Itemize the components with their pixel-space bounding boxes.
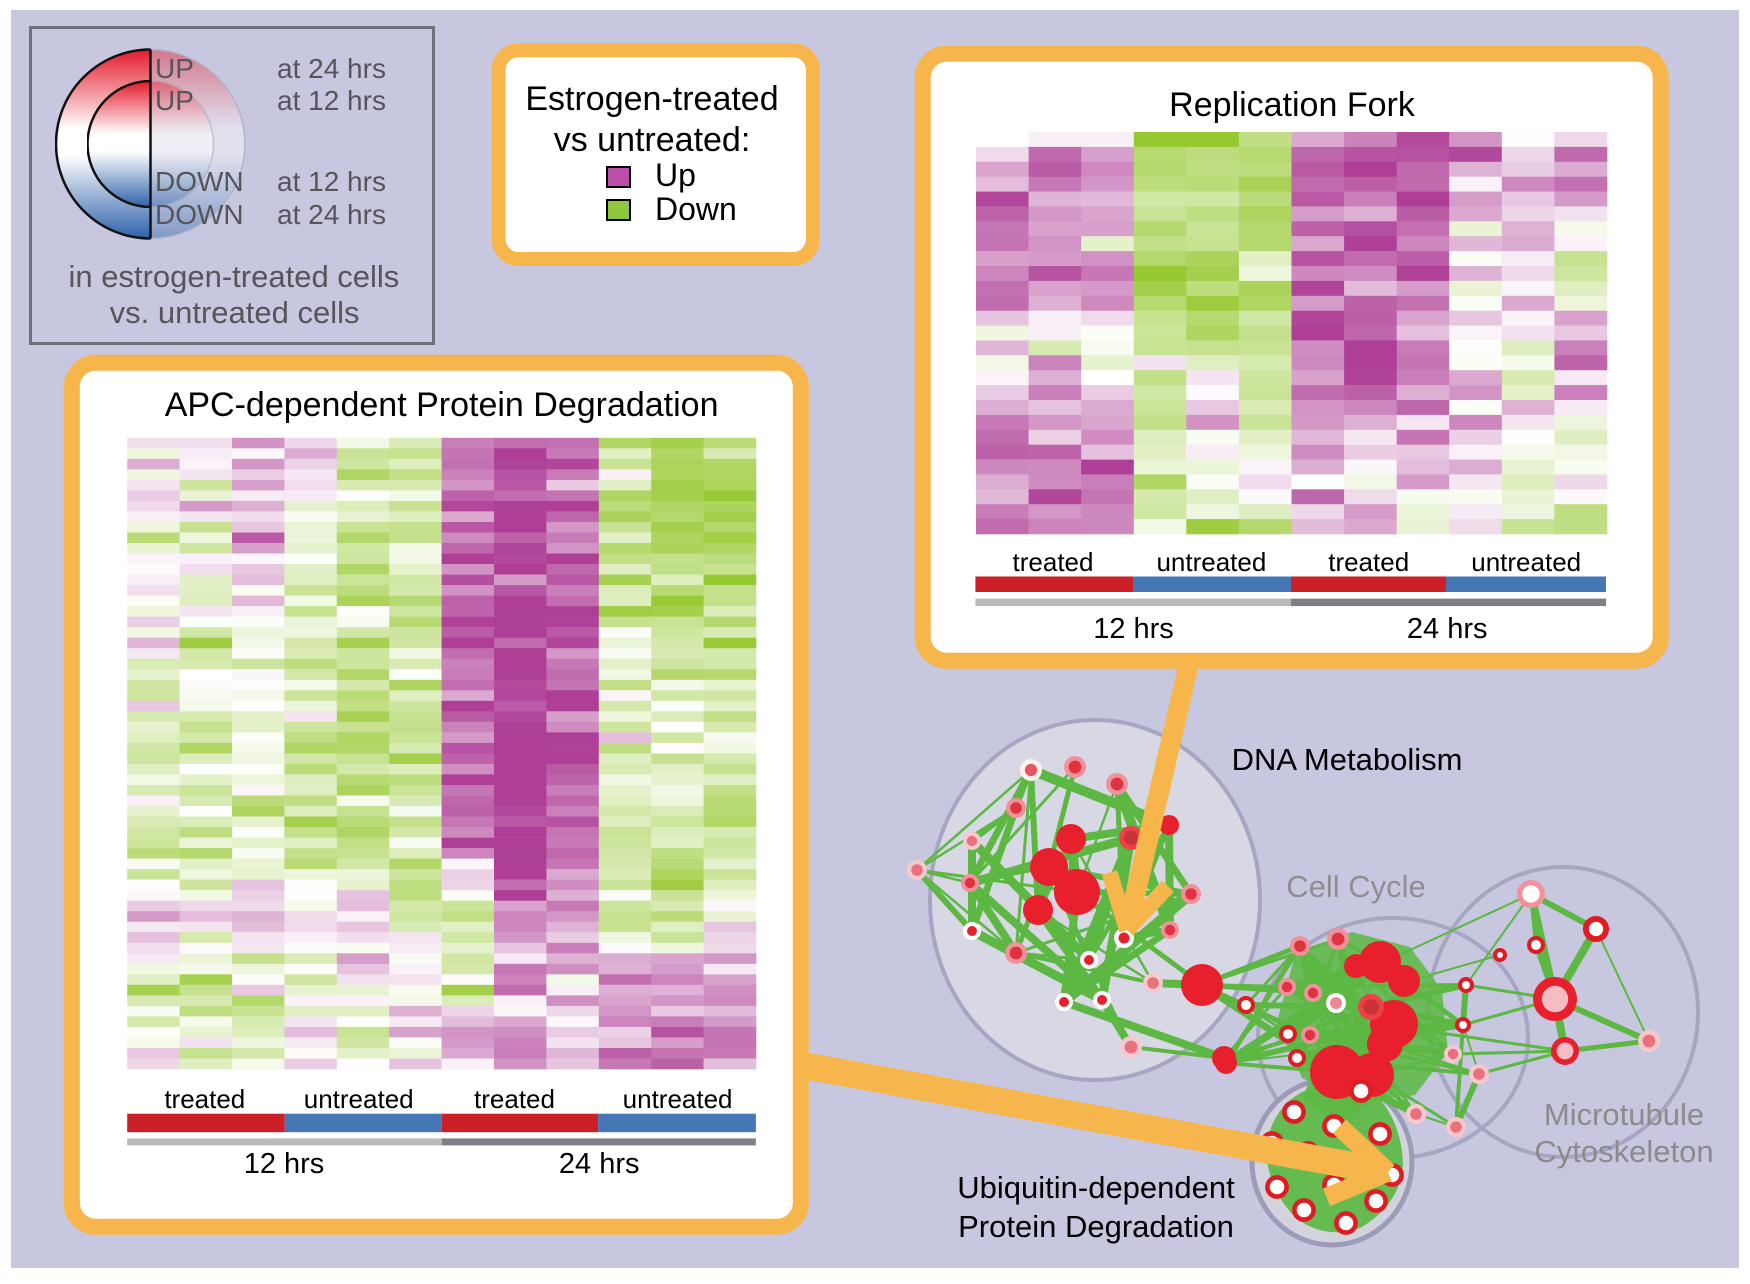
svg-text:Ubiquitin-dependent: Ubiquitin-dependent bbox=[957, 1170, 1235, 1205]
svg-text:APC-dependent Protein Degradat: APC-dependent Protein Degradation bbox=[165, 386, 719, 424]
svg-text:UP: UP bbox=[155, 85, 194, 116]
svg-text:treated: treated bbox=[1328, 547, 1409, 577]
svg-text:Protein Degradation: Protein Degradation bbox=[958, 1209, 1234, 1244]
svg-text:in estrogen-treated cells: in estrogen-treated cells bbox=[68, 259, 399, 294]
svg-text:treated: treated bbox=[474, 1084, 555, 1114]
svg-text:untreated: untreated bbox=[623, 1084, 733, 1114]
svg-text:12 hrs: 12 hrs bbox=[244, 1148, 325, 1180]
svg-text:Down: Down bbox=[655, 191, 737, 227]
svg-text:at 12 hrs: at 12 hrs bbox=[277, 85, 386, 116]
svg-text:at 24 hrs: at 24 hrs bbox=[277, 199, 386, 230]
svg-text:24 hrs: 24 hrs bbox=[1407, 613, 1488, 645]
svg-text:vs. untreated cells: vs. untreated cells bbox=[110, 295, 360, 330]
svg-text:at 24 hrs: at 24 hrs bbox=[277, 53, 386, 84]
svg-text:UP: UP bbox=[155, 53, 194, 84]
svg-text:untreated: untreated bbox=[1156, 547, 1266, 577]
svg-text:treated: treated bbox=[1013, 547, 1094, 577]
svg-text:vs untreated:: vs untreated: bbox=[554, 121, 751, 159]
svg-text:12 hrs: 12 hrs bbox=[1093, 613, 1174, 645]
svg-text:untreated: untreated bbox=[1471, 547, 1581, 577]
svg-text:Replication Fork: Replication Fork bbox=[1169, 86, 1416, 124]
svg-text:DOWN: DOWN bbox=[155, 199, 244, 230]
svg-text:Estrogen-treated: Estrogen-treated bbox=[525, 80, 778, 118]
svg-text:untreated: untreated bbox=[304, 1084, 414, 1114]
svg-text:DNA Metabolism: DNA Metabolism bbox=[1232, 742, 1463, 777]
svg-text:DOWN: DOWN bbox=[155, 166, 244, 197]
svg-text:Microtubule: Microtubule bbox=[1544, 1097, 1704, 1132]
svg-text:Up: Up bbox=[655, 157, 696, 193]
svg-text:Cytoskeleton: Cytoskeleton bbox=[1534, 1134, 1713, 1169]
svg-text:treated: treated bbox=[164, 1084, 245, 1114]
svg-text:24 hrs: 24 hrs bbox=[559, 1148, 640, 1180]
svg-text:at 12 hrs: at 12 hrs bbox=[277, 166, 386, 197]
svg-text:Cell Cycle: Cell Cycle bbox=[1286, 869, 1426, 904]
